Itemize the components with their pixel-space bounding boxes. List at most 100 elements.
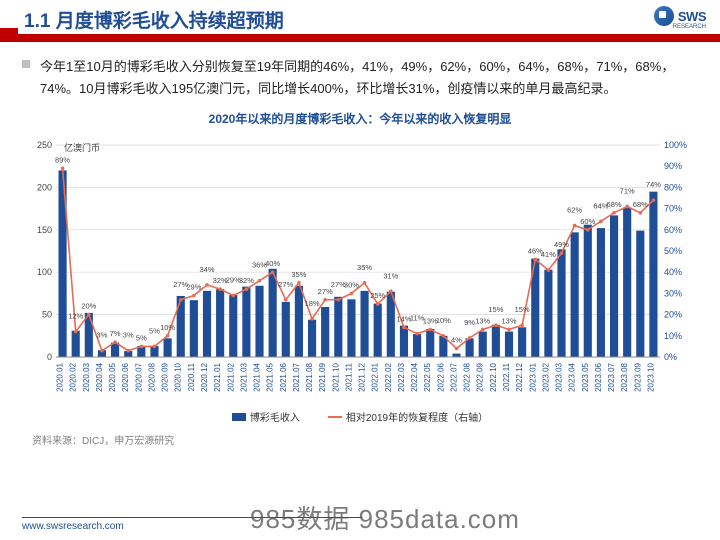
chart-title: 2020年以来的月度博彩毛收入：今年以来的收入恢复明显 <box>0 110 720 127</box>
section-heading: 月度博彩毛收入持续超预期 <box>56 11 284 32</box>
svg-text:2022.11: 2022.11 <box>502 363 511 392</box>
svg-text:13%: 13% <box>475 317 490 326</box>
svg-text:60%: 60% <box>664 225 682 235</box>
svg-text:2022.02: 2022.02 <box>384 363 393 392</box>
svg-text:2021.08: 2021.08 <box>305 363 314 392</box>
svg-text:2022.09: 2022.09 <box>476 363 485 392</box>
svg-text:13%: 13% <box>501 317 516 326</box>
svg-text:20%: 20% <box>664 310 682 320</box>
svg-text:68%: 68% <box>633 200 648 209</box>
svg-text:2022.06: 2022.06 <box>436 363 445 392</box>
svg-text:18%: 18% <box>305 299 320 308</box>
bullet-icon <box>22 60 30 68</box>
svg-text:68%: 68% <box>607 200 622 209</box>
svg-text:10%: 10% <box>664 331 682 341</box>
svg-text:90%: 90% <box>664 161 682 171</box>
svg-text:25%: 25% <box>370 291 385 300</box>
svg-text:40%: 40% <box>265 259 280 268</box>
svg-text:2020.11: 2020.11 <box>187 363 196 392</box>
svg-text:250: 250 <box>37 140 52 150</box>
svg-text:2020.05: 2020.05 <box>108 363 117 392</box>
legend-bar-swatch <box>232 413 246 421</box>
logo-text: SWS <box>678 9 706 24</box>
svg-text:2023.04: 2023.04 <box>568 363 577 392</box>
footer-url: www.swsresearch.com <box>22 521 124 532</box>
svg-text:2021.09: 2021.09 <box>318 363 327 392</box>
svg-text:34%: 34% <box>199 265 214 274</box>
svg-text:20%: 20% <box>81 302 96 311</box>
svg-text:74%: 74% <box>646 180 661 189</box>
legend-line-swatch <box>328 416 342 418</box>
svg-text:2022.12: 2022.12 <box>515 363 524 392</box>
svg-text:2023.05: 2023.05 <box>581 363 590 392</box>
header-red-bar <box>0 34 720 42</box>
svg-text:2020.10: 2020.10 <box>174 363 183 392</box>
svg-text:31%: 31% <box>383 271 398 280</box>
svg-text:2023.06: 2023.06 <box>594 363 603 392</box>
svg-text:10%: 10% <box>160 323 175 332</box>
svg-text:2021.04: 2021.04 <box>253 363 262 392</box>
svg-text:2021.11: 2021.11 <box>344 363 353 392</box>
svg-text:2021.01: 2021.01 <box>213 363 222 392</box>
svg-text:2021.02: 2021.02 <box>226 363 235 392</box>
svg-text:15%: 15% <box>488 305 503 314</box>
legend-bars: 博彩毛收入 <box>232 409 300 424</box>
svg-text:3%: 3% <box>123 331 134 340</box>
svg-text:29%: 29% <box>186 283 201 292</box>
svg-text:7%: 7% <box>110 329 121 338</box>
svg-text:3%: 3% <box>97 331 108 340</box>
svg-text:12%: 12% <box>68 312 83 321</box>
svg-text:2021.10: 2021.10 <box>331 363 340 392</box>
svg-text:100: 100 <box>37 267 52 277</box>
svg-text:2023.09: 2023.09 <box>633 363 642 392</box>
svg-text:60%: 60% <box>580 217 595 226</box>
svg-text:2020.01: 2020.01 <box>56 363 65 392</box>
svg-text:70%: 70% <box>664 204 682 214</box>
logo-mark <box>654 6 674 26</box>
svg-text:71%: 71% <box>620 187 635 196</box>
svg-text:2020.04: 2020.04 <box>95 363 104 392</box>
svg-text:41%: 41% <box>541 250 556 259</box>
revenue-chart: 0 50 100 150 200 250 0% 10% 20% 30% 40% 50% 60% 70% 80… <box>20 131 700 411</box>
logo-subtext: RESEARCH <box>673 24 706 30</box>
legend-bars-label: 博彩毛收入 <box>250 409 300 424</box>
svg-text:2022.08: 2022.08 <box>463 363 472 392</box>
svg-text:2021.05: 2021.05 <box>266 363 275 392</box>
svg-text:80%: 80% <box>664 183 682 193</box>
svg-text:200: 200 <box>37 183 52 193</box>
svg-text:2020.07: 2020.07 <box>134 363 143 392</box>
svg-text:35%: 35% <box>357 263 372 272</box>
svg-text:150: 150 <box>37 225 52 235</box>
source-text: 资料来源：DICJ，申万宏源研究 <box>32 432 720 447</box>
section-title: 1.1 月度博彩毛收入持续超预期 <box>24 6 284 33</box>
body-paragraph-container: 今年1至10月的博彩毛收入分别恢复至19年同期的46%，41%，49%，62%，… <box>0 44 720 108</box>
svg-text:5%: 5% <box>136 334 147 343</box>
svg-text:0%: 0% <box>664 352 677 362</box>
svg-text:2023.01: 2023.01 <box>528 363 537 392</box>
svg-text:15%: 15% <box>515 305 530 314</box>
sws-logo: SWS RESEARCH <box>654 6 706 26</box>
svg-text:9%: 9% <box>464 318 475 327</box>
svg-text:2022.07: 2022.07 <box>449 363 458 392</box>
svg-text:50%: 50% <box>664 246 682 256</box>
svg-text:2020.03: 2020.03 <box>82 363 91 392</box>
svg-text:2023.03: 2023.03 <box>555 363 564 392</box>
svg-text:35%: 35% <box>291 270 306 279</box>
svg-text:2023.07: 2023.07 <box>607 363 616 392</box>
svg-text:27%: 27% <box>278 280 293 289</box>
svg-text:40%: 40% <box>664 267 682 277</box>
svg-text:2021.07: 2021.07 <box>292 363 301 392</box>
svg-text:50: 50 <box>42 310 52 320</box>
chart-legend: 博彩毛收入 相对2019年的恢复程度（右轴） <box>0 409 720 424</box>
svg-text:2022.05: 2022.05 <box>423 363 432 392</box>
svg-text:2022.04: 2022.04 <box>410 363 419 392</box>
body-paragraph: 今年1至10月的博彩毛收入分别恢复至19年同期的46%，41%，49%，62%，… <box>40 59 674 96</box>
svg-text:30%: 30% <box>344 281 359 290</box>
svg-text:2020.12: 2020.12 <box>200 363 209 392</box>
svg-text:2020.08: 2020.08 <box>147 363 156 392</box>
svg-text:100%: 100% <box>664 140 687 150</box>
svg-text:32%: 32% <box>239 276 254 285</box>
svg-text:2021.12: 2021.12 <box>358 363 367 392</box>
svg-text:0: 0 <box>47 352 52 362</box>
svg-text:2021.03: 2021.03 <box>239 363 248 392</box>
